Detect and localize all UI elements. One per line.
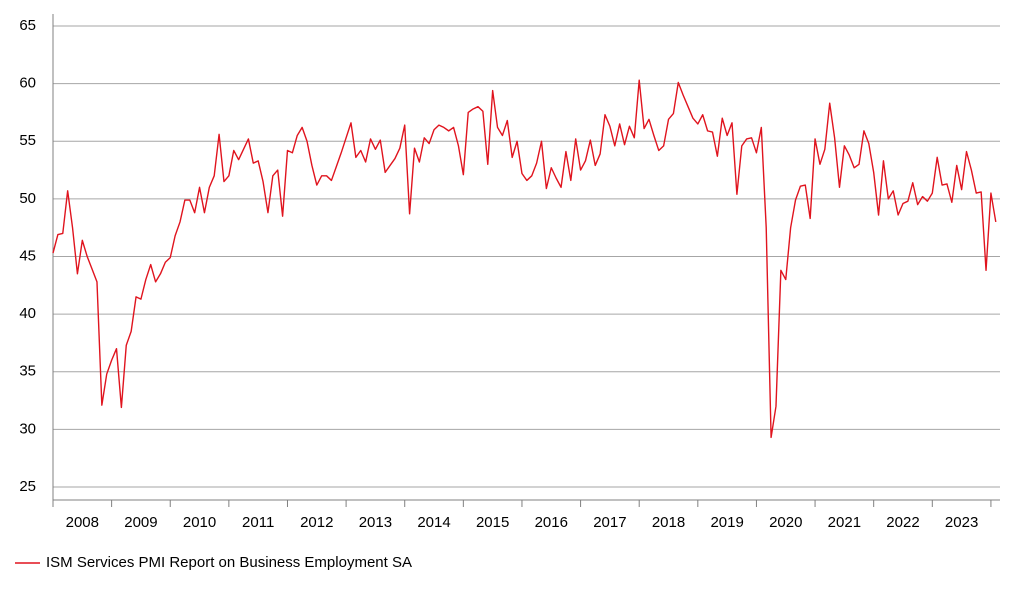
y-tick-label: 50: [19, 190, 36, 207]
x-tick-label: 2010: [183, 514, 216, 531]
x-tick-label: 2008: [66, 514, 99, 531]
x-tick-label: 2014: [417, 514, 450, 531]
x-tick-label: 2017: [593, 514, 626, 531]
x-tick-label: 2022: [886, 514, 919, 531]
x-tick-label: 2018: [652, 514, 685, 531]
series-line: [52, 79, 997, 439]
x-tick-label: 2011: [242, 514, 274, 531]
x-tick-label: 2015: [476, 514, 509, 531]
y-tick-label: 55: [19, 132, 36, 149]
x-tick-label: 2023: [945, 514, 978, 531]
x-tick-label: 2012: [300, 514, 333, 531]
x-tick-label: 2021: [828, 514, 861, 531]
legend-label: ISM Services PMI Report on Business Empl…: [46, 554, 412, 571]
y-tick-label: 45: [19, 247, 36, 264]
y-tick-label: 65: [19, 17, 36, 34]
x-tick-label: 2016: [535, 514, 568, 531]
x-tick-label: 2020: [769, 514, 802, 531]
y-tick-label: 40: [19, 305, 36, 322]
y-tick-label: 30: [19, 420, 36, 437]
x-tick-label: 2019: [710, 514, 743, 531]
x-tick-label: 2013: [359, 514, 392, 531]
y-tick-label: 60: [19, 75, 36, 92]
y-tick-label: 35: [19, 363, 36, 380]
y-tick-label: 25: [19, 478, 36, 495]
x-tick-label: 2009: [124, 514, 157, 531]
